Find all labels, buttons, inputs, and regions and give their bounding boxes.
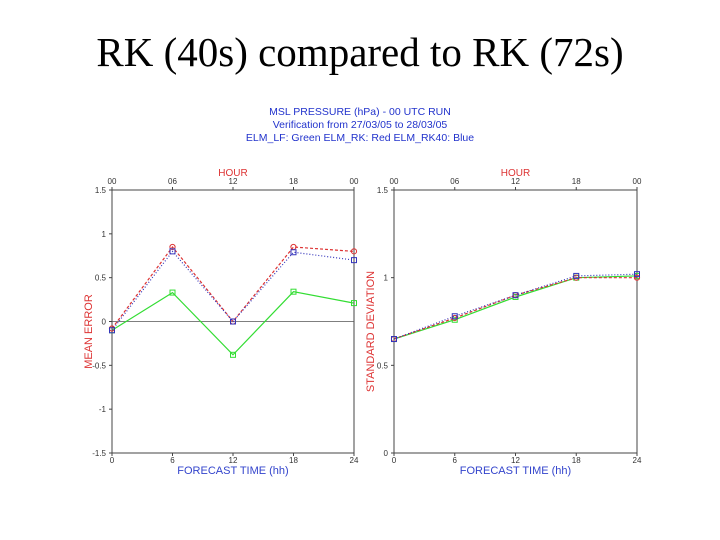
- chart-1-top-tick-label: 00: [350, 177, 359, 186]
- chart-2-top-tick-label: 18: [572, 177, 581, 186]
- chart-1-series-line-elm-lf: [111, 291, 355, 356]
- chart-1-y-tick-label: -1.5: [92, 449, 106, 458]
- chart-1-series-line-elm-rk: [111, 246, 355, 329]
- chart-1-series-line-elm-rk40: [111, 250, 355, 331]
- chart-2-y-tick-label: 0.5: [377, 361, 389, 370]
- chart-2-x-tick-label: 12: [511, 456, 520, 465]
- chart-1-y-tick-label: 0.5: [95, 274, 107, 283]
- chart-1-data-point: [169, 248, 176, 255]
- chart-2-data-point: [391, 336, 397, 343]
- chart-1-top-tick-label: 12: [229, 177, 238, 186]
- chart-1-top-tick-label: 18: [289, 177, 298, 186]
- chart-2-y-tick-label: 1: [384, 274, 389, 283]
- chart-1-top-tick-label: 00: [108, 177, 117, 186]
- chart-2-data-point: [451, 313, 458, 320]
- chart-1-y-tick-label: -1: [99, 405, 107, 414]
- chart-2-x-tick-label: 18: [572, 456, 581, 465]
- chart-1-data-point: [351, 300, 357, 307]
- chart-1-data-point: [290, 249, 297, 256]
- chart-2-series-line-elm-rk40: [393, 273, 638, 340]
- chart-2-plot-frame: [393, 189, 638, 454]
- chart-2-y-axis-label: STANDARD DEVIATION: [365, 271, 377, 392]
- figure-header-line-1: MSL PRESSURE (hPa) - 00 UTC RUN: [269, 106, 451, 118]
- chart-2-data-point: [633, 274, 641, 281]
- chart-2-top-tick-label: 06: [450, 177, 459, 186]
- chart-1-y-tick-label: 1: [102, 230, 107, 239]
- chart-1-x-tick-label: 0: [110, 456, 115, 465]
- chart-1-x-tick-label: 12: [229, 456, 238, 465]
- slide-title: RK (40s) compared to RK (72s): [96, 29, 624, 75]
- chart-2-series-line-elm-rk: [393, 277, 637, 340]
- chart-1-x-tick-label: 24: [350, 456, 359, 465]
- chart-2-x-tick-label: 6: [453, 456, 458, 465]
- chart-2-y-tick-label: 1.5: [377, 186, 389, 195]
- figure-header-line-3: ELM_LF: Green ELM_RK: Red ELM_RK40: Blue: [245, 132, 475, 144]
- chart-2-series-line-elm-lf: [393, 275, 638, 340]
- chart-1-x-axis-label: FORECAST TIME (hh): [177, 465, 288, 477]
- chart-2-top-axis-label: HOUR: [501, 168, 530, 179]
- chart-2-y-tick-label: 0: [384, 449, 389, 458]
- chart-2-top-tick-label: 12: [511, 177, 520, 186]
- figure-header: MSL PRESSURE (hPa) - 00 UTC RUN Verifica…: [160, 106, 560, 145]
- chart-2-x-tick-label: 0: [392, 456, 397, 465]
- chart-1-data-point: [109, 327, 115, 334]
- chart-1-data-point: [351, 257, 357, 264]
- chart-1-data-point: [350, 248, 358, 255]
- figure-header-line-2: Verification from 27/03/05 to 28/03/05: [272, 119, 448, 131]
- chart-1-data-point: [230, 318, 236, 325]
- chart-2-top-tick-label: 00: [633, 177, 642, 186]
- chart-2-data-point: [634, 271, 640, 278]
- chart-1-data-point: [290, 288, 297, 295]
- chart-1-data-point: [169, 289, 176, 296]
- chart-1-data-point: [230, 351, 236, 358]
- chart-2-data-point: [512, 292, 519, 299]
- chart-1-top-tick-label: 06: [168, 177, 177, 186]
- chart-1-x-tick-label: 6: [170, 456, 175, 465]
- chart-2-x-axis-label: FORECAST TIME (hh): [460, 465, 571, 477]
- chart-1-y-tick-label: 1.5: [95, 186, 107, 195]
- chart-1-data-point: [169, 243, 176, 251]
- chart-2-data-point: [573, 272, 580, 279]
- chart-1-y-tick-label: -0.5: [92, 361, 106, 370]
- chart-1-y-axis-label: MEAN ERROR: [83, 294, 95, 369]
- chart-1-top-axis-label: HOUR: [218, 168, 247, 179]
- chart-2-top-tick-label: 00: [390, 177, 399, 186]
- chart-1-x-tick-label: 18: [289, 456, 298, 465]
- chart-1-y-tick-label: 0: [102, 318, 107, 327]
- chart-2-x-tick-label: 24: [633, 456, 642, 465]
